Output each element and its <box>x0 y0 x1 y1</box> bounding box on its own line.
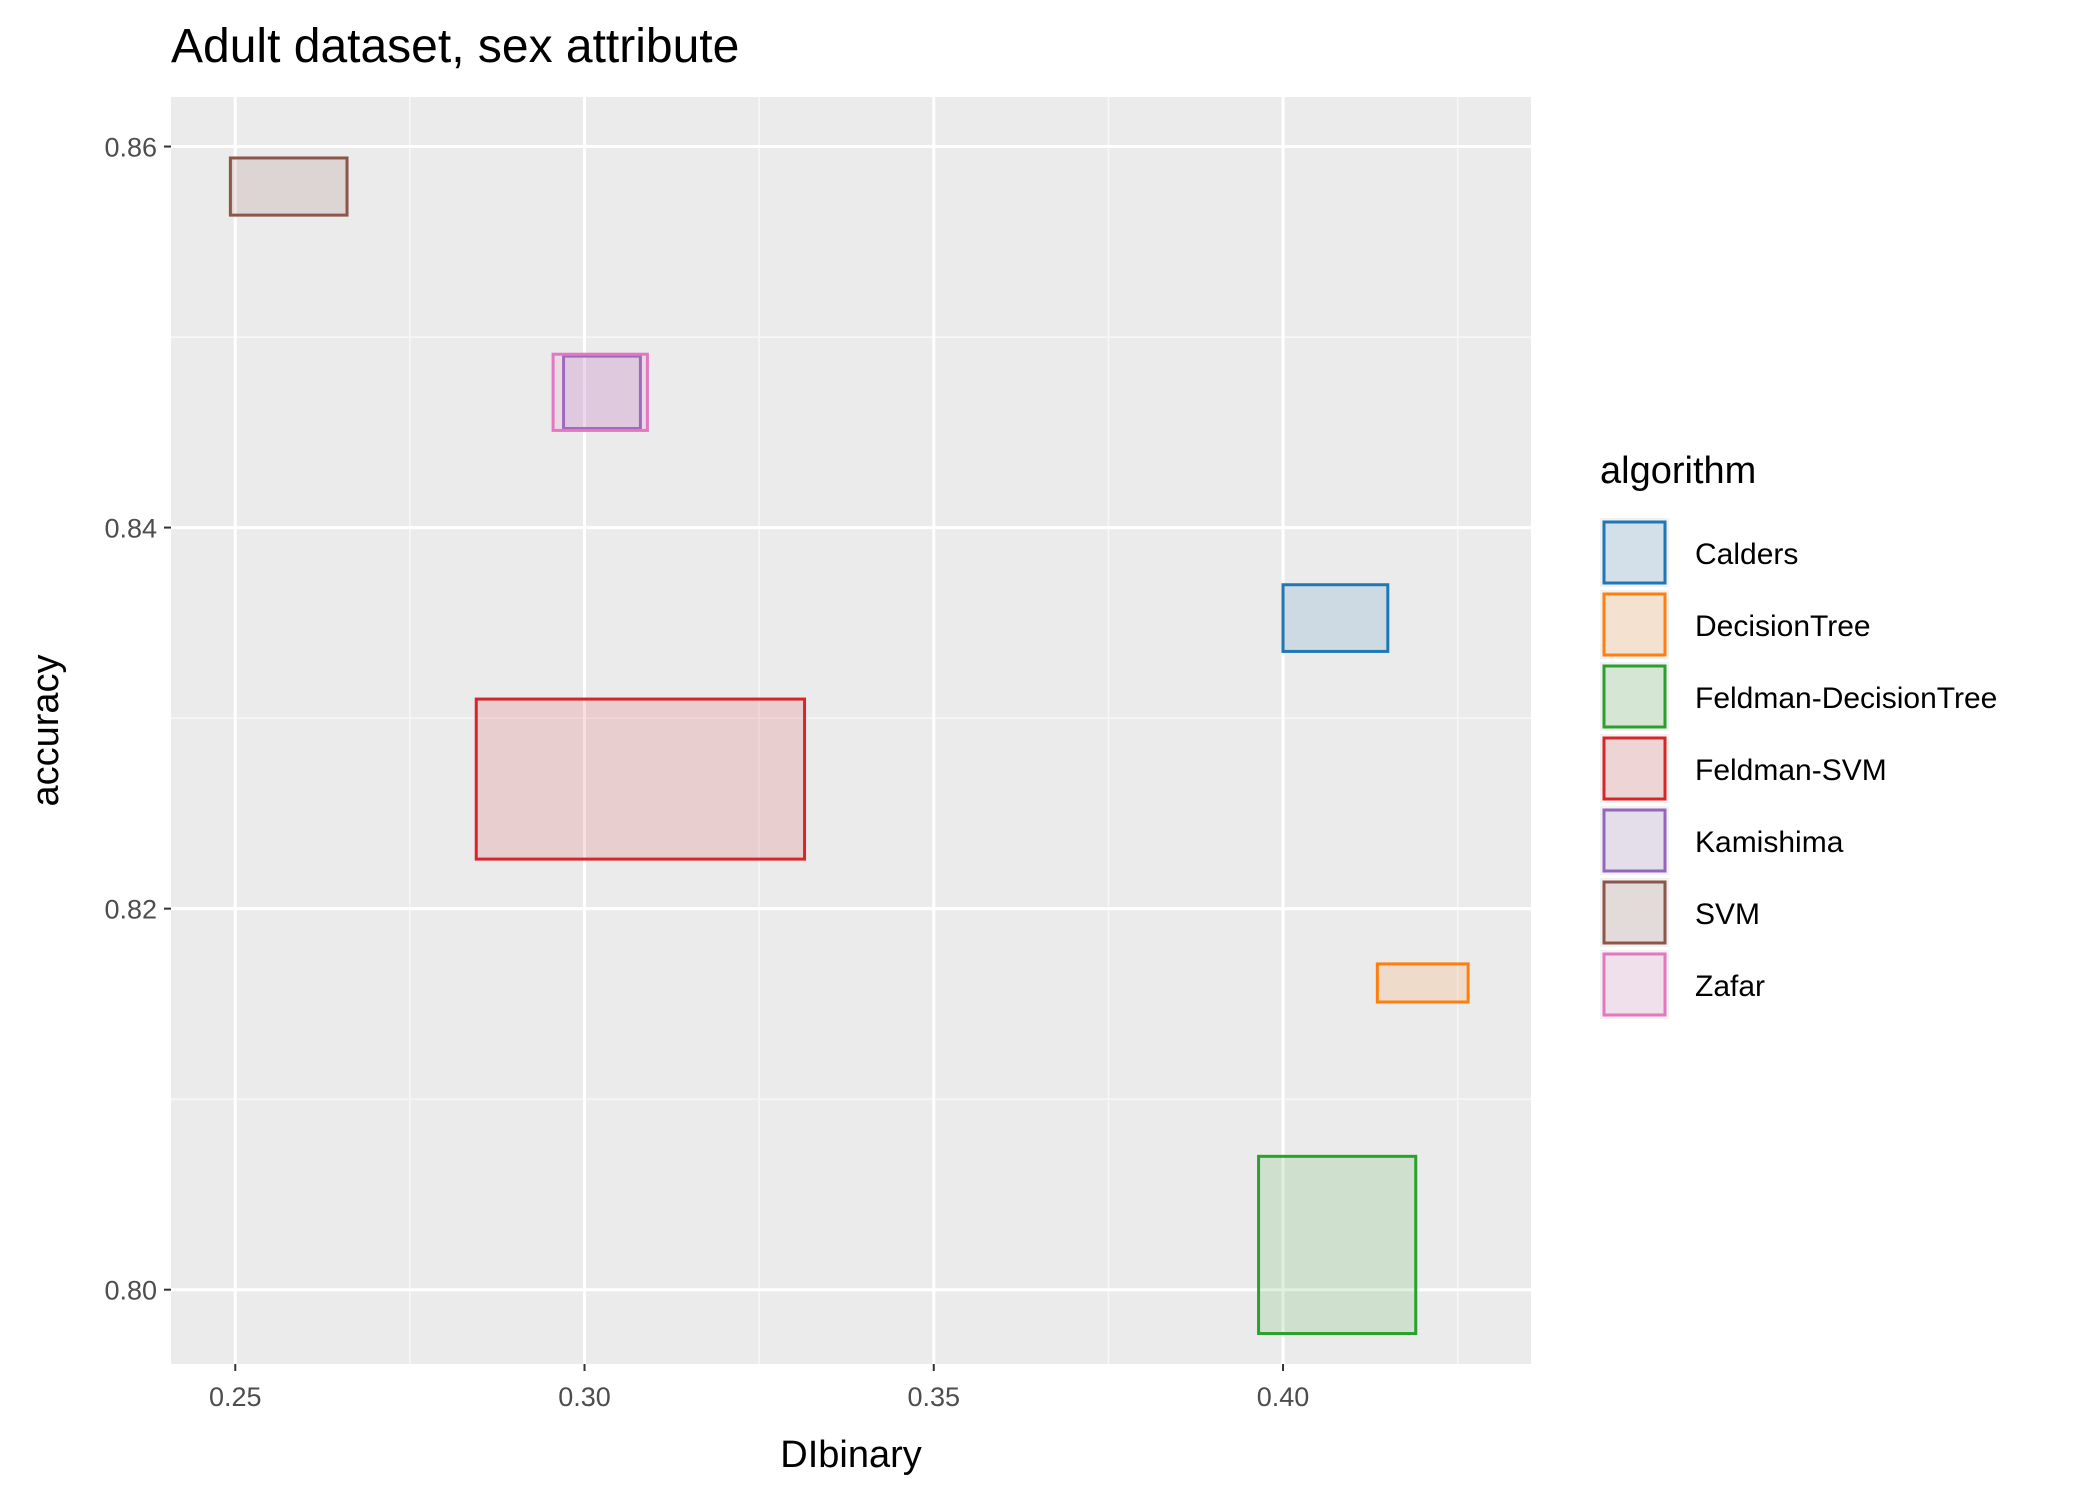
legend-label-kamishima: Kamishima <box>1695 826 1844 859</box>
chart-title: Adult dataset, sex attribute <box>171 20 739 73</box>
data-rectangles <box>228 156 1470 1336</box>
rect-zafar <box>551 352 649 432</box>
rect-calders <box>1281 583 1390 653</box>
rect-decisiontree <box>1375 962 1470 1004</box>
x-axis-title: DIbinary <box>780 1434 922 1476</box>
legend-label-feldman-svm: Feldman-SVM <box>1695 754 1887 787</box>
legend-key-bg <box>1600 518 1669 587</box>
minor-gridlines <box>171 97 1531 1364</box>
rect-svm <box>228 156 349 217</box>
legend-label-feldman-decisiontree: Feldman-DecisionTree <box>1695 682 1997 715</box>
legend-key-bg <box>1600 806 1669 875</box>
legend: algorithm Calders DecisionTree Feldman-Dec… <box>1600 450 1997 1019</box>
major-gridlines <box>171 97 1531 1364</box>
rect-feldman-svm <box>474 697 807 861</box>
legend-key-bg <box>1600 662 1669 731</box>
legend-key-feldman-decisiontree <box>1602 664 1667 729</box>
legend-key-svm <box>1602 880 1667 945</box>
legend-label-decisiontree: DecisionTree <box>1695 610 1871 643</box>
x-tick-label: 0.35 <box>907 1382 960 1412</box>
legend-key-feldman-svm <box>1602 736 1667 801</box>
legend-key-calders <box>1602 520 1667 585</box>
rect-kamishima <box>562 354 642 431</box>
y-tick-label: 0.82 <box>104 895 157 925</box>
x-tick-label: 0.25 <box>209 1382 262 1412</box>
y-tick-label: 0.86 <box>104 133 157 163</box>
rect-feldman-decisiontree <box>1257 1154 1418 1336</box>
legend-key-zafar <box>1602 952 1667 1017</box>
y-axis-ticks: 0.80 0.82 0.84 0.86 <box>104 133 171 1306</box>
legend-key-bg <box>1600 590 1669 659</box>
legend-items: Calders DecisionTree Feldman-DecisionTree F… <box>1600 518 1997 1019</box>
x-axis-ticks: 0.25 0.30 0.35 0.40 <box>209 1364 1309 1412</box>
legend-title: algorithm <box>1600 450 1756 492</box>
legend-key-bg <box>1600 734 1669 803</box>
y-tick-label: 0.80 <box>104 1276 157 1306</box>
plot-panel <box>171 97 1531 1364</box>
legend-label-zafar: Zafar <box>1695 970 1765 1003</box>
legend-key-decisiontree <box>1602 592 1667 657</box>
legend-key-bg <box>1600 878 1669 947</box>
legend-label-calders: Calders <box>1695 538 1798 571</box>
y-axis-title: accuracy <box>25 654 67 806</box>
legend-key-bg <box>1600 950 1669 1019</box>
x-tick-label: 0.30 <box>558 1382 611 1412</box>
x-tick-label: 0.40 <box>1257 1382 1310 1412</box>
legend-label-svm: SVM <box>1695 898 1760 931</box>
legend-key-kamishima <box>1602 808 1667 873</box>
y-tick-label: 0.84 <box>104 514 157 544</box>
